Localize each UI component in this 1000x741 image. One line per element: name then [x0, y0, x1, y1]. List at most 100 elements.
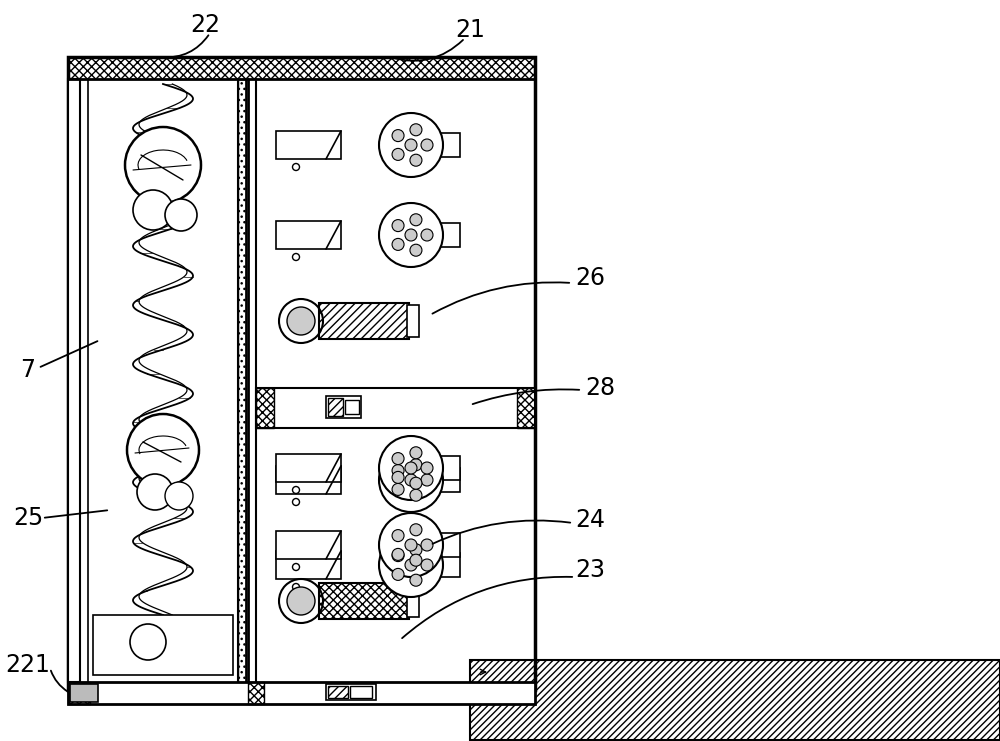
Circle shape [392, 453, 404, 465]
Bar [438, 533, 460, 557]
Circle shape [287, 587, 315, 615]
Bar [328, 398, 343, 416]
Circle shape [125, 127, 201, 203]
Circle shape [292, 583, 300, 591]
Text: 26: 26 [575, 266, 605, 290]
Circle shape [405, 229, 417, 241]
Bar [68, 682, 535, 704]
Circle shape [127, 414, 199, 486]
Bar [276, 221, 341, 249]
Text: 25: 25 [13, 506, 43, 530]
Bar [326, 396, 361, 418]
Text: 21: 21 [455, 18, 485, 42]
Circle shape [410, 544, 422, 556]
Bar [68, 79, 80, 682]
Circle shape [421, 229, 433, 241]
Circle shape [292, 563, 300, 571]
Circle shape [137, 474, 173, 510]
Bar [438, 553, 460, 577]
Bar [256, 388, 535, 428]
Bar [276, 551, 341, 579]
Circle shape [410, 489, 422, 501]
Bar [276, 131, 341, 159]
Circle shape [379, 533, 443, 597]
Circle shape [392, 130, 404, 142]
Circle shape [165, 482, 193, 510]
Circle shape [405, 539, 417, 551]
Text: 24: 24 [575, 508, 605, 532]
Bar [470, 660, 1000, 740]
Circle shape [421, 474, 433, 486]
Circle shape [410, 214, 422, 226]
Bar [68, 57, 535, 690]
Bar [276, 466, 341, 494]
Text: 7: 7 [20, 358, 36, 382]
Text: 28: 28 [585, 376, 615, 400]
Circle shape [405, 462, 417, 474]
Circle shape [392, 568, 404, 580]
Text: 22: 22 [190, 13, 220, 37]
Circle shape [392, 471, 404, 483]
Circle shape [410, 245, 422, 256]
Bar [276, 454, 341, 482]
Bar [319, 583, 409, 619]
Circle shape [392, 219, 404, 232]
Circle shape [421, 462, 433, 474]
Circle shape [421, 139, 433, 151]
Circle shape [405, 559, 417, 571]
Bar [70, 684, 98, 702]
Bar [256, 388, 274, 428]
Circle shape [379, 448, 443, 512]
Bar [438, 468, 460, 492]
Circle shape [279, 579, 323, 623]
Circle shape [410, 524, 422, 536]
Bar [407, 585, 419, 617]
Bar [319, 303, 409, 339]
Circle shape [292, 164, 300, 170]
Circle shape [379, 113, 443, 177]
Bar [438, 223, 460, 247]
Circle shape [421, 539, 433, 551]
Circle shape [292, 487, 300, 494]
Bar [93, 615, 233, 675]
Bar [345, 400, 359, 414]
Circle shape [392, 483, 404, 496]
Bar [407, 305, 419, 337]
Circle shape [279, 299, 323, 343]
Circle shape [292, 499, 300, 505]
Circle shape [392, 148, 404, 160]
Bar [328, 686, 348, 698]
Circle shape [392, 530, 404, 542]
Circle shape [133, 190, 173, 230]
Circle shape [130, 624, 166, 660]
Circle shape [165, 199, 197, 231]
Text: 221: 221 [6, 653, 50, 677]
Circle shape [392, 239, 404, 250]
Circle shape [410, 459, 422, 471]
Circle shape [410, 574, 422, 586]
Text: 23: 23 [575, 558, 605, 582]
Circle shape [410, 554, 422, 566]
Circle shape [405, 139, 417, 151]
Circle shape [392, 548, 404, 560]
Circle shape [392, 550, 404, 562]
Bar [438, 456, 460, 480]
Bar [350, 686, 372, 698]
Bar [438, 133, 460, 157]
Circle shape [379, 436, 443, 500]
Circle shape [392, 465, 404, 476]
Circle shape [410, 154, 422, 166]
Circle shape [410, 477, 422, 489]
Bar [276, 531, 341, 559]
Bar [248, 682, 264, 704]
Circle shape [287, 307, 315, 335]
Bar [238, 79, 246, 682]
Circle shape [379, 203, 443, 267]
Circle shape [405, 474, 417, 486]
Bar [326, 684, 376, 700]
Circle shape [410, 447, 422, 459]
Bar [68, 682, 90, 704]
Bar [68, 57, 535, 79]
Circle shape [379, 513, 443, 577]
Circle shape [292, 253, 300, 261]
